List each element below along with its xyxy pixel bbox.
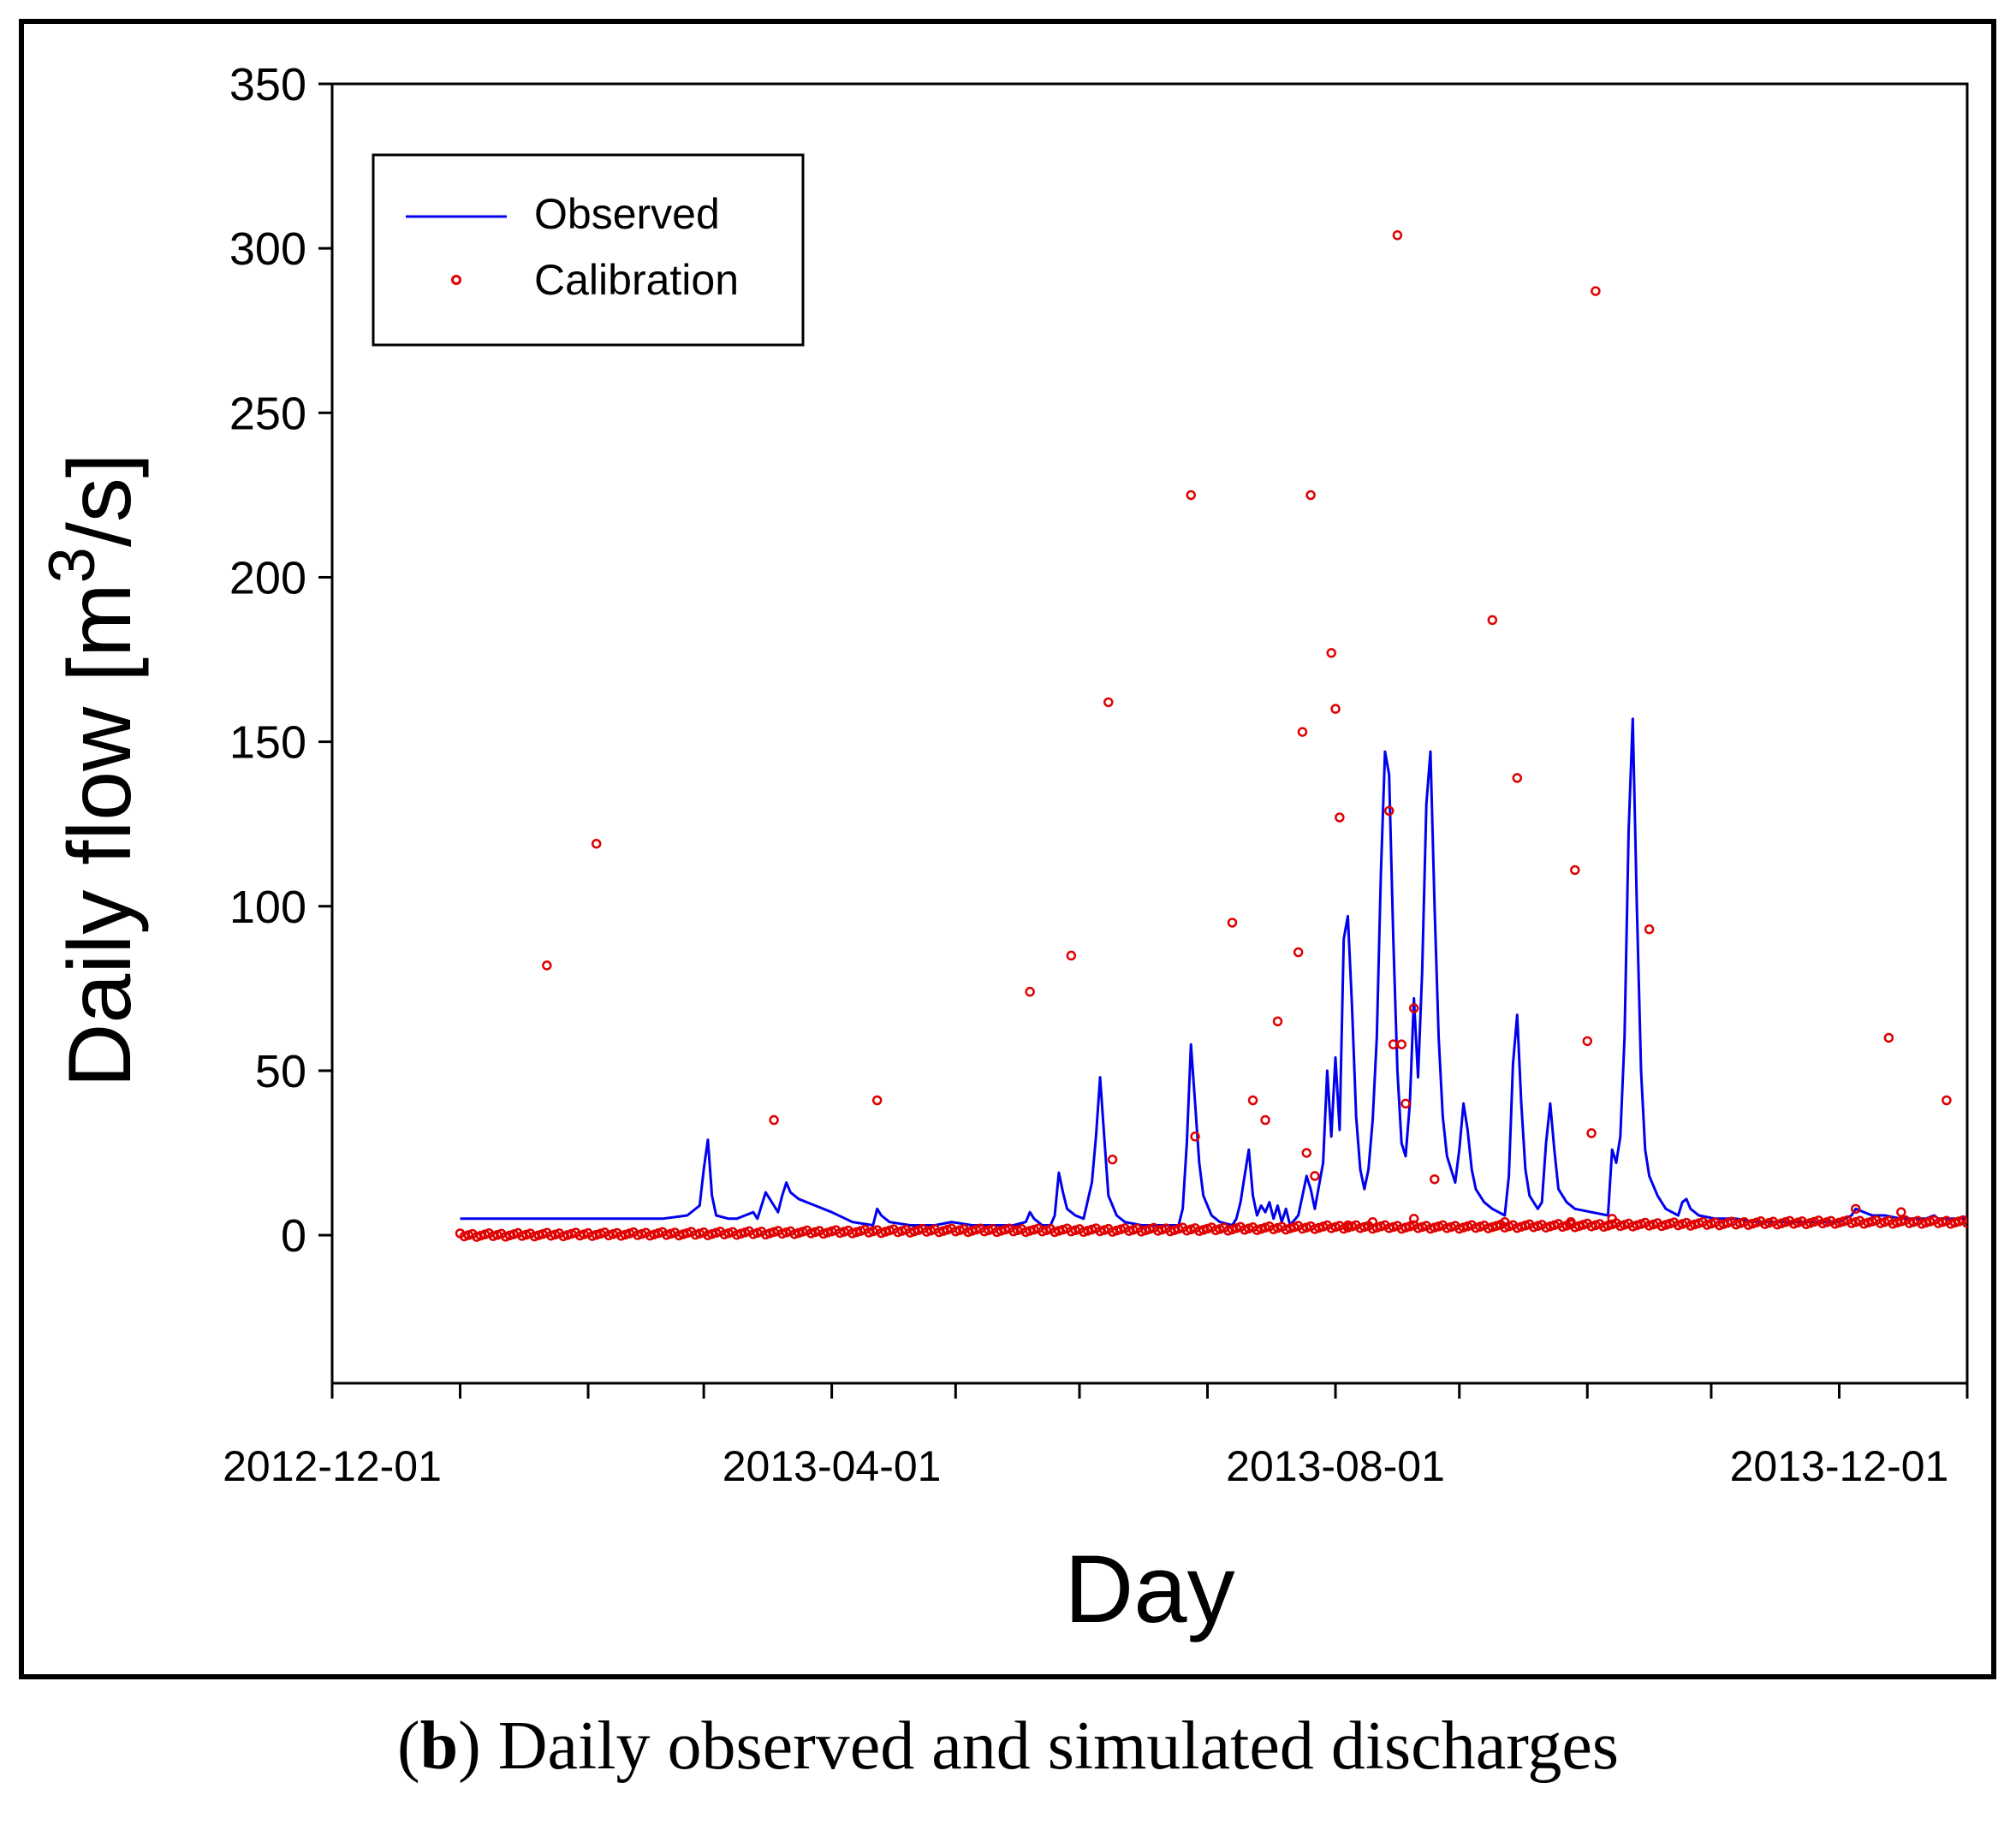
calibration-point	[1025, 986, 1035, 997]
x-axis-label: Day	[1064, 1536, 1234, 1643]
calibration-point	[1190, 1132, 1200, 1142]
calibration-point	[1962, 1218, 1967, 1228]
calibration-point	[1293, 947, 1304, 958]
calibration-point	[1430, 1173, 1440, 1185]
y-axis-label: Daily flow [m3/s]	[36, 453, 150, 1088]
calibration-point	[1570, 864, 1580, 876]
calibration-point	[1326, 648, 1336, 658]
legend: Observed Calibration	[372, 153, 805, 347]
calibration-point	[1408, 1003, 1419, 1013]
plot-area	[330, 82, 1969, 1385]
calibration-series	[455, 230, 1967, 1242]
calibration-point	[1107, 1154, 1118, 1165]
calibration-point	[1383, 805, 1395, 817]
x-tick-label: 2013-12-01	[1730, 1442, 1949, 1490]
calibration-point	[1607, 1214, 1617, 1224]
calibration-point	[1582, 1036, 1593, 1047]
calibration-point	[1400, 1098, 1411, 1109]
observed-series	[460, 717, 1967, 1227]
calibration-point	[1392, 230, 1403, 241]
y-tick-label: 200	[229, 552, 306, 603]
calibration-point	[1500, 1216, 1510, 1227]
calibration-point	[1408, 1214, 1419, 1224]
calibration-point	[1305, 490, 1316, 501]
x-axis: 2012-12-01 2013-04-01 2013-08-01 2013-12-01	[223, 1383, 1969, 1490]
calibration-point	[1896, 1207, 1906, 1217]
calibration-point	[1297, 727, 1308, 737]
calibration-point	[1586, 1128, 1597, 1138]
y-tick-label: 350	[229, 59, 306, 110]
calibration-point	[1301, 1148, 1312, 1158]
calibration-point	[1396, 1039, 1406, 1049]
observed-line	[460, 717, 1967, 1227]
legend-calibration-label: Calibration	[534, 256, 739, 304]
figure-frame	[19, 19, 1996, 1679]
calibration-point	[1272, 1016, 1283, 1027]
calibration-point	[1186, 490, 1196, 501]
y-axis-label-prefix: Daily flow [m	[51, 583, 150, 1087]
calibration-point	[871, 1095, 883, 1106]
calibration-point	[1883, 1032, 1894, 1043]
y-tick-label: 150	[229, 717, 306, 769]
calibration-point	[1330, 704, 1341, 714]
y-axis-label-superscript: 3	[36, 547, 109, 583]
calibration-point	[1942, 1095, 1952, 1106]
legend-observed-label: Observed	[534, 190, 720, 238]
legend-calibration-swatch	[451, 275, 461, 285]
calibration-point	[1103, 697, 1114, 708]
calibration-point	[1367, 1216, 1378, 1227]
y-axis: 0 50 100 150 200 250 300 350	[229, 59, 332, 1262]
calibration-point	[542, 960, 552, 971]
calibration-point	[1851, 1203, 1861, 1215]
calibration-point	[1591, 286, 1601, 296]
calibration-point	[1227, 918, 1238, 928]
calibration-point	[591, 838, 602, 849]
caption-text: Daily observed and simulated discharges	[497, 1708, 1620, 1784]
calibration-point	[1310, 1171, 1320, 1181]
y-tick-label: 100	[229, 882, 306, 933]
chart: 0 50 100 150 200 250 300 350 2012-12-01 2013-04-…	[36, 59, 1969, 1643]
calibration-point	[1335, 812, 1345, 823]
y-axis-label-suffix: /s]	[51, 453, 150, 547]
y-tick-label: 0	[281, 1210, 306, 1262]
calibration-point	[1066, 950, 1077, 961]
x-tick-label: 2013-08-01	[1226, 1442, 1445, 1490]
x-tick-label: 2012-12-01	[223, 1442, 442, 1490]
figure-caption: (b) Daily observed and simulated dischar…	[396, 1708, 1620, 1784]
caption-label: b	[419, 1708, 459, 1784]
x-tick-label: 2013-04-01	[723, 1442, 942, 1490]
legend-box	[372, 153, 805, 347]
calibration-point	[769, 1114, 779, 1126]
calibration-point	[1566, 1216, 1576, 1227]
y-tick-label: 50	[255, 1046, 306, 1097]
calibration-point	[1512, 773, 1523, 783]
calibration-point	[1260, 1114, 1270, 1126]
calibration-point	[1247, 1095, 1258, 1106]
y-tick-label: 300	[229, 223, 306, 275]
calibration-point	[1644, 924, 1655, 935]
calibration-point	[1342, 1220, 1353, 1231]
calibration-point	[1487, 615, 1498, 626]
y-tick-label: 250	[229, 388, 306, 439]
